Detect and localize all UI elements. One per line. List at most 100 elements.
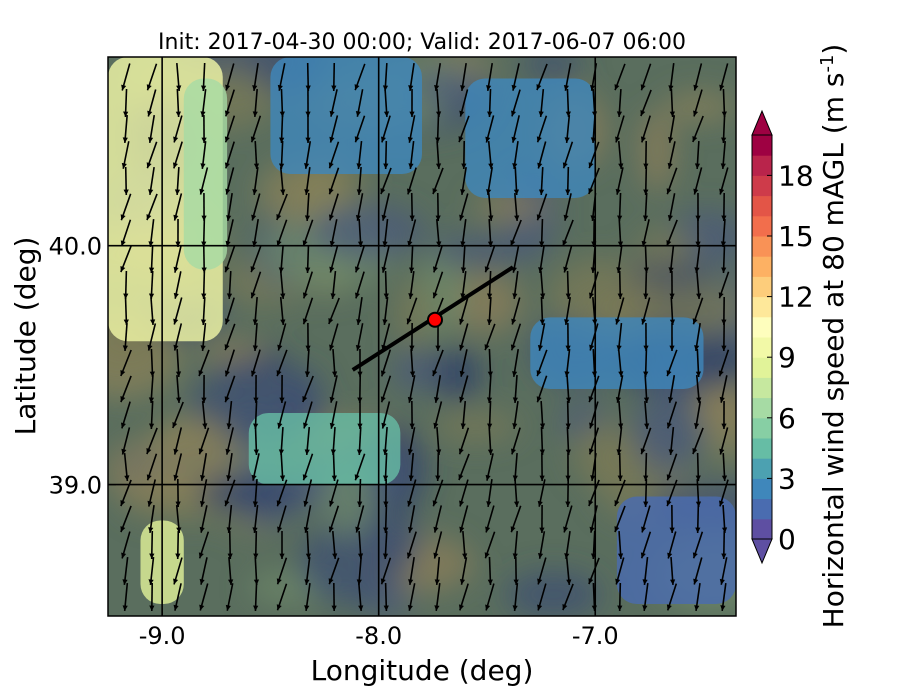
wind-arrow: [460, 400, 467, 430]
wind-arrow: [147, 89, 157, 117]
terrain-patch: [692, 384, 736, 426]
wind-arrow: [224, 115, 236, 143]
colorbar-segment: [752, 397, 772, 419]
wind-arrow: [721, 88, 727, 118]
wind-arrow: [540, 270, 546, 300]
wind-arrow: [564, 114, 571, 144]
wind-arrow: [433, 505, 443, 533]
wind-arrow: [588, 141, 600, 169]
wind-arrow: [200, 453, 208, 481]
wind-arrow: [695, 192, 701, 222]
wind-arrow: [564, 348, 571, 378]
wind-arrow: [643, 244, 649, 274]
wind-arrow: [302, 271, 314, 299]
colorbar-segment: [752, 498, 772, 520]
wind-arrow: [332, 348, 338, 378]
wind-arrow: [667, 531, 677, 559]
wind-arrow: [563, 63, 572, 91]
wind-arrow: [329, 115, 339, 143]
wind-arrow: [510, 505, 522, 533]
wind-arrow: [434, 556, 441, 586]
wind-arrow: [666, 219, 678, 247]
wind-arrow: [354, 115, 366, 143]
wind-arrow: [122, 322, 128, 352]
wind-arrow: [199, 167, 209, 195]
wind-arrow: [695, 504, 701, 534]
wind-arrow: [172, 141, 183, 169]
colorbar-segment: [752, 256, 772, 277]
wind-arrow: [120, 245, 132, 273]
wind-arrow: [668, 63, 675, 91]
wind-arrow: [279, 452, 286, 482]
wind-arrow: [617, 218, 624, 248]
wind-arrow: [485, 453, 494, 481]
wind-arrow: [409, 88, 415, 118]
wind-arrow: [148, 167, 155, 195]
wind-arrow: [563, 193, 572, 221]
wind-arrow: [484, 531, 496, 559]
wind-arrow: [511, 63, 520, 91]
wind-arrow: [537, 531, 546, 559]
wind-arrow: [356, 556, 362, 586]
colorbar-segment: [752, 195, 772, 217]
wind-arrow: [253, 140, 260, 170]
wind-arrow: [251, 453, 260, 481]
wind-arrow: [382, 218, 389, 248]
wind-arrow: [383, 140, 389, 170]
wind-arrow: [563, 245, 573, 273]
wind-arrow: [173, 557, 183, 585]
wind-arrow: [354, 271, 365, 299]
wind-arrow: [121, 531, 131, 559]
wind-arrow: [643, 374, 650, 404]
terrain-patch: [429, 234, 529, 266]
wind-arrow: [616, 426, 623, 456]
terrain-patch: [504, 570, 602, 616]
wind-arrow: [692, 531, 704, 559]
wind-arrow: [148, 244, 155, 274]
wind-arrow: [539, 504, 545, 534]
wind-arrow: [305, 244, 311, 274]
wind-arrow: [512, 582, 519, 612]
wind-arrow: [120, 401, 131, 429]
wind-arrow: [201, 270, 207, 300]
wind-arrow: [695, 348, 702, 378]
wind-arrow: [121, 141, 130, 169]
wind-arrow: [487, 88, 493, 118]
wind-arrow: [354, 453, 366, 481]
wind-arrow: [226, 453, 233, 481]
wind-arrow: [667, 141, 676, 169]
wind-arrow: [304, 557, 311, 585]
wind-arrow: [640, 115, 651, 143]
wind-arrow: [279, 166, 286, 196]
wind-arrow: [253, 582, 259, 612]
wind-arrow: [305, 88, 311, 118]
wind-arrow: [380, 167, 392, 195]
wind-arrow: [617, 140, 624, 170]
wind-arrow: [409, 400, 415, 430]
wind-arrow: [173, 193, 183, 221]
colorbar-segment: [752, 377, 772, 399]
wind-arrow: [407, 583, 416, 611]
wind-arrow: [487, 556, 493, 586]
colorbar-frame: [751, 134, 773, 540]
wind-arrow: [251, 349, 261, 377]
wind-arrow: [406, 297, 418, 325]
terrain-patch: [521, 57, 583, 81]
wind-arrow: [332, 530, 338, 560]
wind-arrow: [615, 115, 625, 143]
wind-arrow: [486, 296, 493, 326]
wind-arrow: [407, 427, 416, 455]
terrain-patch: [664, 92, 736, 122]
wind-arrow: [695, 452, 701, 482]
wind-arrow: [615, 297, 625, 325]
wind-arrow: [462, 530, 468, 560]
colorbar-tick-label: 9: [778, 341, 796, 374]
wind-arrow: [513, 166, 520, 196]
terrain-patch: [308, 203, 426, 260]
wind-arrow: [252, 219, 259, 247]
colorbar-tick-label: 0: [778, 523, 796, 556]
wind-arrow: [225, 63, 235, 91]
wind-arrow: [669, 504, 675, 534]
wind-arrow: [640, 427, 652, 455]
